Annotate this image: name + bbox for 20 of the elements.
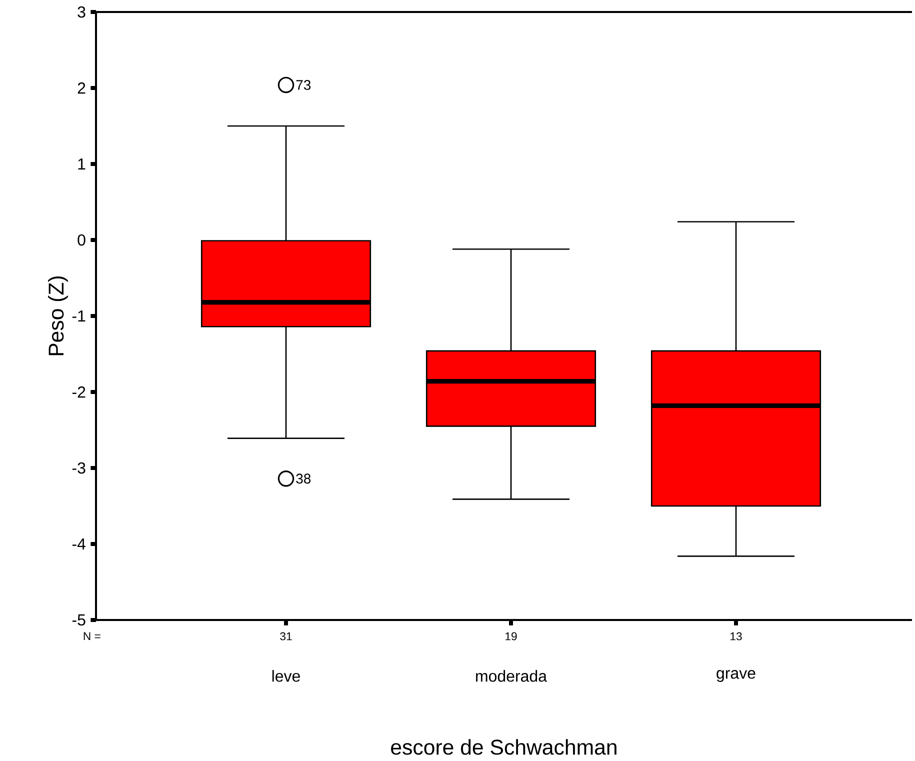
x-tick-label: moderada xyxy=(476,670,547,682)
x-axis-title: escore de Schwachman xyxy=(391,739,616,755)
y-tick-label: -1 xyxy=(72,310,86,322)
y-tick-label: 3 xyxy=(78,6,86,18)
y-tick-label: 2 xyxy=(78,82,86,94)
text: 13 xyxy=(730,632,742,640)
y-tick-label: -2 xyxy=(72,386,86,398)
text: N = xyxy=(84,632,100,640)
x-tick-label: leve xyxy=(272,670,300,682)
y-tick-label: 0 xyxy=(78,234,86,246)
y-tick-label: -4 xyxy=(72,538,86,550)
y-tick-label: -5 xyxy=(72,614,86,626)
text: 31 xyxy=(280,632,292,640)
y-tick-label: 1 xyxy=(78,158,86,170)
x-tick-label: grave xyxy=(716,670,756,682)
text: 19 xyxy=(506,632,517,640)
annotation: 73 xyxy=(296,80,311,90)
y-tick-label: -3 xyxy=(72,462,86,474)
y-axis-title: Peso (Z) xyxy=(48,276,68,356)
annotation: 38 xyxy=(296,474,311,484)
